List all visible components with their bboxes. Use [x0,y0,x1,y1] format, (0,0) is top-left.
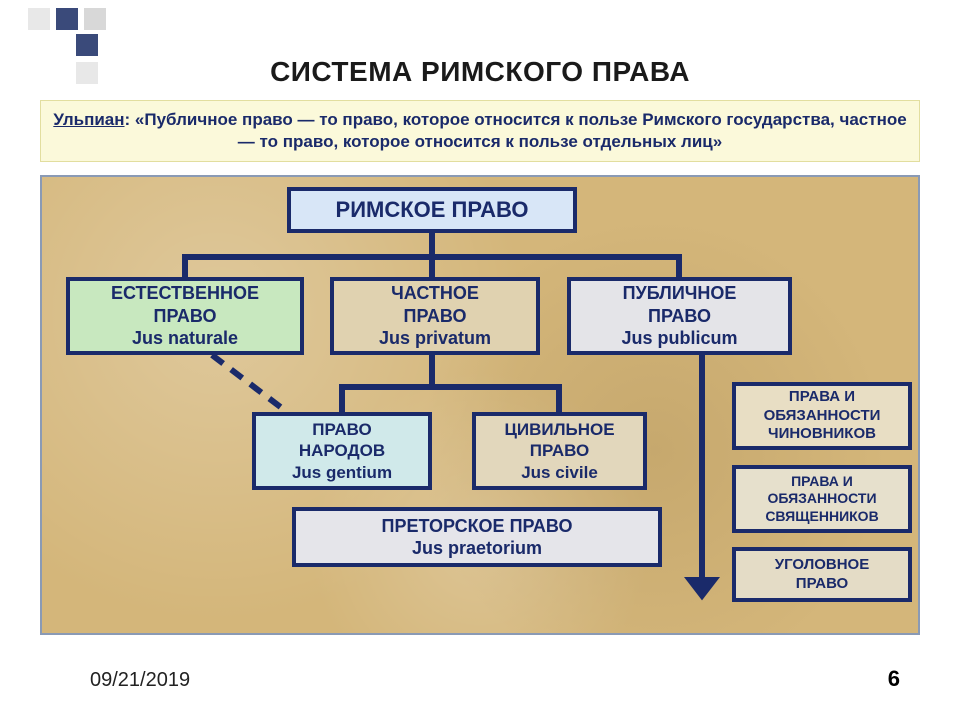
node-public: ПУБЛИЧНОЕПРАВОJus publicum [567,277,792,355]
node-officials-line3: ЧИНОВНИКОВ [768,425,876,444]
node-private: ЧАСТНОЕПРАВОJus privatum [330,277,540,355]
node-praetor-line1: ПРЕТОРСКОЕ ПРАВО [382,515,573,538]
node-private-line1: ЧАСТНОЕ [391,282,479,305]
node-natural: ЕСТЕСТВЕННОЕПРАВОJus naturale [66,277,304,355]
node-priests: ПРАВА ИОБЯЗАННОСТИСВЯЩЕННИКОВ [732,465,912,533]
node-public-line3: Jus publicum [621,327,737,350]
footer-date: 09/21/2019 [90,669,190,692]
node-priests-line3: СВЯЩЕННИКОВ [765,508,878,526]
diagram-canvas: РИМСКОЕ ПРАВОЕСТЕСТВЕННОЕПРАВОJus natura… [40,175,920,635]
node-criminal-line1: УГОЛОВНОЕ [775,556,869,575]
footer-page: 6 [888,666,900,692]
node-praetor-line2: Jus praetorium [412,537,542,560]
node-criminal-line2: ПРАВО [796,575,848,594]
node-priests-line1: ПРАВА И [791,473,853,491]
node-praetor: ПРЕТОРСКОЕ ПРАВОJus praetorium [292,507,662,567]
node-private-line3: Jus privatum [379,327,491,350]
node-gentium-line2: НАРОДОВ [299,440,385,461]
node-civile-line2: ПРАВО [530,440,589,461]
node-public-line1: ПУБЛИЧНОЕ [623,282,737,305]
quote-text: : «Публичное право — то право, которое о… [125,110,907,151]
node-gentium-line3: Jus gentium [292,462,392,483]
node-natural-line2: ПРАВО [154,305,217,328]
node-natural-line1: ЕСТЕСТВЕННОЕ [111,282,259,305]
node-officials: ПРАВА ИОБЯЗАННОСТИЧИНОВНИКОВ [732,382,912,450]
node-public-line2: ПРАВО [648,305,711,328]
node-criminal: УГОЛОВНОЕПРАВО [732,547,912,602]
node-officials-line2: ОБЯЗАННОСТИ [764,407,881,426]
node-root-line1: РИМСКОЕ ПРАВО [336,196,529,224]
node-private-line2: ПРАВО [404,305,467,328]
node-civile: ЦИВИЛЬНОЕПРАВОJus civile [472,412,647,490]
node-natural-line3: Jus naturale [132,327,238,350]
node-gentium-line1: ПРАВО [312,419,371,440]
node-priests-line2: ОБЯЗАННОСТИ [767,490,876,508]
quote-box: Ульпиан: «Публичное право — то право, ко… [40,100,920,162]
slide-title: СИСТЕМА РИМСКОГО ПРАВА [0,56,960,88]
corner-decoration [28,8,106,30]
node-officials-line1: ПРАВА И [789,388,855,407]
node-root: РИМСКОЕ ПРАВО [287,187,577,233]
node-civile-line1: ЦИВИЛЬНОЕ [504,419,614,440]
node-gentium: ПРАВОНАРОДОВJus gentium [252,412,432,490]
quote-author: Ульпиан [53,110,124,129]
node-civile-line3: Jus civile [521,462,598,483]
